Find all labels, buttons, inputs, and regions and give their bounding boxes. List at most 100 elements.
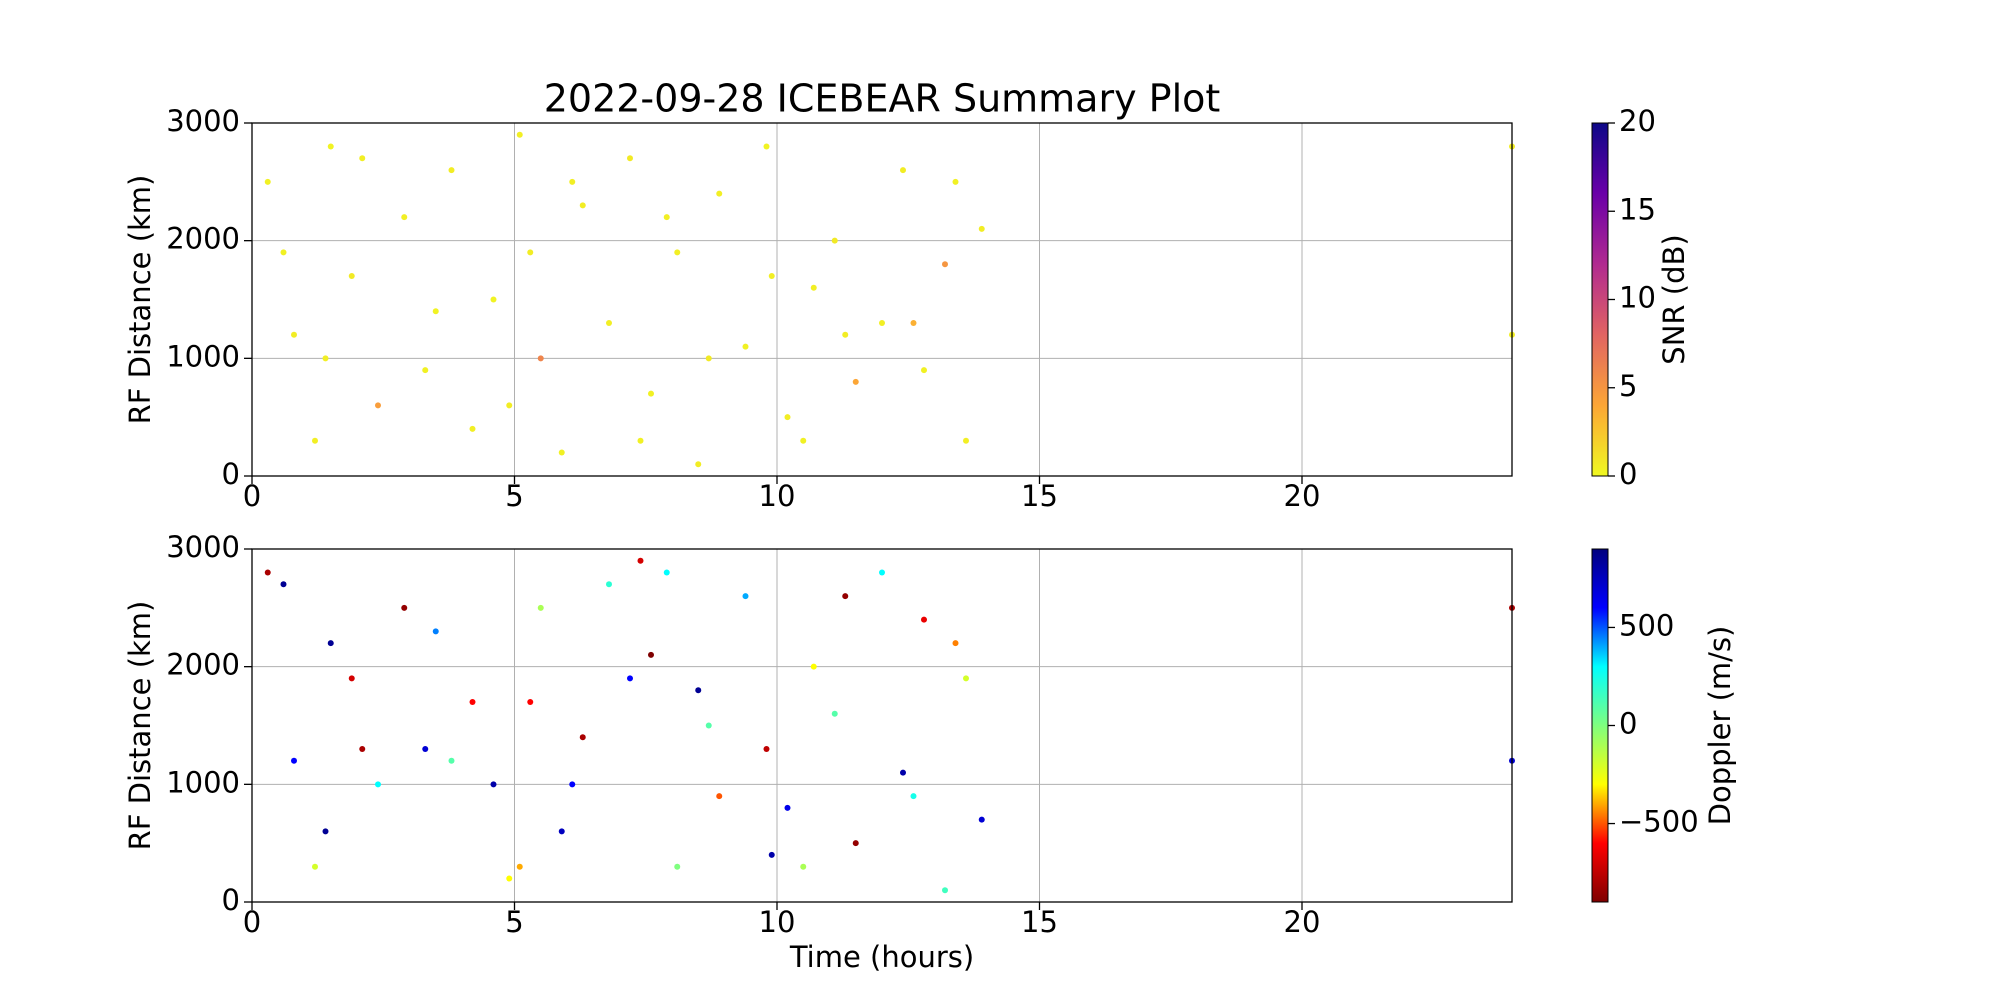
- point: [359, 746, 366, 753]
- x-tick-label: 0: [243, 905, 261, 939]
- point: [763, 746, 770, 753]
- point: [879, 569, 885, 576]
- colorbar-tick-label: −500: [1619, 805, 1699, 839]
- point: [910, 793, 917, 800]
- y-tick-label: 0: [222, 883, 240, 917]
- point: [900, 769, 906, 776]
- point: [469, 698, 476, 705]
- chart-title: 2022-09-28 ICEBEAR Summary Plot: [544, 77, 1221, 121]
- point: [674, 249, 681, 256]
- point: [327, 143, 334, 150]
- point: [942, 261, 948, 268]
- point: [637, 437, 644, 444]
- point: [558, 828, 565, 835]
- point: [291, 757, 297, 764]
- y-tick-label: 0: [222, 457, 240, 491]
- colorbar: [1591, 548, 1609, 903]
- point: [810, 663, 817, 670]
- point: [768, 851, 775, 858]
- point: [637, 557, 644, 564]
- point: [921, 616, 927, 623]
- point: [432, 308, 439, 315]
- point: [312, 437, 318, 444]
- point: [569, 781, 576, 788]
- point: [879, 320, 885, 327]
- point: [831, 237, 838, 244]
- point: [516, 131, 523, 138]
- point: [742, 593, 749, 600]
- point: [569, 178, 576, 185]
- point: [963, 437, 969, 444]
- point: [900, 167, 906, 174]
- point: [627, 155, 633, 162]
- point: [375, 781, 381, 788]
- point: [280, 581, 287, 588]
- point: [327, 640, 334, 647]
- colorbar-tick-label: 15: [1619, 192, 1656, 226]
- x-axis-label: Time (hours): [789, 940, 974, 974]
- y-axis-label: RF Distance (km): [123, 175, 157, 425]
- x-tick-label: 15: [1021, 479, 1058, 513]
- x-tick-label: 5: [505, 479, 523, 513]
- point: [648, 390, 654, 397]
- point: [537, 355, 544, 362]
- point: [910, 320, 917, 327]
- y-tick-label: 1000: [166, 765, 240, 799]
- point: [763, 143, 770, 150]
- point: [852, 378, 859, 385]
- point: [579, 202, 586, 209]
- point: [448, 757, 455, 764]
- point: [742, 343, 749, 350]
- point: [348, 675, 355, 682]
- point: [952, 178, 959, 185]
- point: [952, 640, 959, 647]
- point: [648, 651, 654, 658]
- point: [506, 875, 513, 882]
- point: [705, 355, 712, 362]
- colorbar-tick-label: 0: [1619, 457, 1637, 491]
- point: [401, 214, 408, 221]
- point: [312, 863, 318, 870]
- point: [663, 214, 670, 221]
- point: [831, 710, 838, 717]
- point: [716, 190, 723, 197]
- point: [921, 367, 927, 374]
- point: [422, 746, 429, 753]
- y-tick-label: 2000: [166, 222, 240, 256]
- y-axis-label: RF Distance (km): [123, 601, 157, 851]
- x-tick-label: 5: [505, 905, 523, 939]
- x-tick-label: 15: [1021, 905, 1058, 939]
- point: [432, 628, 439, 635]
- point: [784, 414, 791, 421]
- x-tick-label: 10: [759, 905, 796, 939]
- point: [627, 675, 633, 682]
- point: [695, 687, 702, 694]
- point: [606, 581, 612, 588]
- y-tick-label: 1000: [166, 339, 240, 373]
- point: [606, 320, 612, 327]
- y-tick-label: 3000: [166, 530, 240, 564]
- point: [842, 331, 849, 338]
- colorbar-tick-label: 10: [1619, 281, 1656, 315]
- point: [264, 178, 271, 185]
- point: [506, 402, 513, 409]
- point: [291, 331, 297, 338]
- point: [558, 449, 565, 456]
- point: [401, 604, 408, 611]
- point: [422, 367, 429, 374]
- point: [768, 272, 775, 279]
- colorbar-tick-label: 0: [1619, 707, 1637, 741]
- point: [800, 863, 807, 870]
- point: [375, 402, 381, 409]
- point: [448, 167, 455, 174]
- point: [810, 284, 817, 291]
- point: [663, 569, 670, 576]
- point: [978, 225, 985, 232]
- point: [942, 887, 948, 894]
- point: [516, 863, 523, 870]
- point: [490, 781, 497, 788]
- colorbar-tick-label: 500: [1619, 608, 1674, 642]
- y-tick-label: 2000: [166, 648, 240, 682]
- point: [963, 675, 969, 682]
